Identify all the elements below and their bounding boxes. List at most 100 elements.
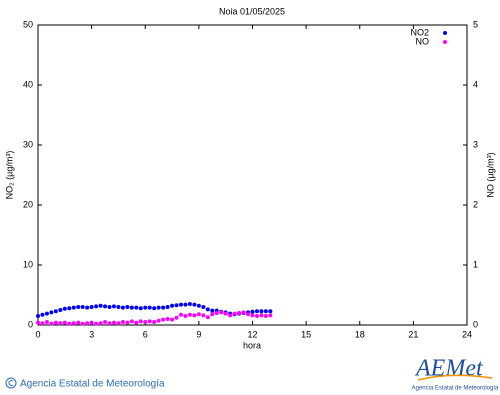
- data-point: [36, 314, 40, 318]
- data-point: [196, 312, 201, 317]
- data-point: [40, 321, 45, 326]
- data-point: [237, 311, 242, 315]
- data-point: [94, 304, 99, 309]
- data-point: [241, 310, 246, 315]
- data-point: [58, 308, 63, 312]
- data-point: [205, 315, 210, 320]
- copyright-icon: [5, 377, 17, 389]
- data-point: [116, 305, 121, 309]
- data-point: [62, 320, 67, 325]
- data-point: [210, 308, 215, 313]
- data-point: [263, 309, 268, 314]
- data-point: [120, 305, 125, 310]
- y2-tick-label: 3: [473, 139, 478, 149]
- legend-marker: [443, 40, 447, 44]
- data-point: [71, 321, 76, 326]
- data-point: [192, 313, 197, 318]
- data-point: [179, 302, 183, 307]
- y-tick-label: 0: [28, 319, 33, 329]
- x-tick-label: 0: [35, 329, 40, 339]
- data-point: [80, 305, 85, 309]
- data-point: [161, 305, 166, 310]
- data-point: [259, 313, 264, 318]
- data-point: [120, 320, 125, 324]
- data-point: [156, 318, 161, 323]
- data-point: [125, 320, 130, 325]
- data-point: [62, 306, 67, 311]
- data-point: [147, 319, 152, 324]
- data-point: [107, 305, 112, 309]
- data-point: [40, 312, 45, 317]
- data-point: [223, 311, 228, 316]
- x-tick-label: 18: [355, 329, 365, 339]
- logo: AEMet: [414, 356, 484, 382]
- data-point: [259, 309, 264, 314]
- data-point: [129, 305, 134, 310]
- footer-text: Agencia Estatal de Meteorología: [20, 379, 165, 390]
- data-point: [187, 312, 192, 317]
- data-point: [161, 317, 166, 322]
- data-point: [147, 305, 152, 310]
- y2-tick-label: 4: [473, 79, 478, 89]
- data-point: [80, 321, 85, 326]
- data-point: [246, 312, 251, 317]
- data-point: [201, 305, 206, 309]
- data-point: [187, 302, 192, 306]
- data-point: [268, 313, 273, 318]
- data-point: [219, 310, 224, 315]
- data-point: [183, 302, 188, 307]
- x-tick-label: 9: [196, 329, 201, 339]
- data-point: [76, 305, 81, 309]
- data-point: [254, 309, 259, 314]
- data-point: [201, 313, 206, 318]
- data-point: [232, 311, 237, 316]
- data-point: [98, 321, 103, 326]
- data-point: [152, 306, 157, 311]
- data-point: [192, 302, 197, 307]
- y-tick-label: 10: [23, 259, 33, 269]
- data-point: [125, 305, 130, 309]
- data-point: [268, 309, 273, 314]
- plot-frame: [37, 24, 468, 326]
- data-point: [76, 320, 81, 325]
- data-point: [98, 303, 103, 308]
- data-point: [89, 305, 94, 309]
- data-point: [116, 321, 121, 326]
- data-point: [174, 303, 179, 308]
- data-point: [53, 320, 58, 325]
- y-tick-label: 40: [23, 79, 33, 89]
- y2-tick-label: 0: [473, 319, 478, 329]
- logo-subtitle: Agencia Estatal de Meteorología: [412, 386, 499, 392]
- legend-label: NO2: [410, 27, 429, 37]
- data-point: [174, 315, 179, 320]
- y-tick-label: 50: [23, 19, 33, 29]
- data-point: [138, 306, 143, 311]
- x-tick-label: 24: [462, 329, 472, 339]
- x-tick-label: 12: [247, 329, 257, 339]
- data-point: [111, 320, 116, 325]
- data-point: [107, 321, 112, 326]
- data-point: [165, 317, 170, 321]
- data-point: [134, 305, 139, 310]
- data-point: [134, 320, 139, 325]
- data-point: [228, 313, 233, 318]
- data-point: [210, 312, 215, 317]
- data-point: [138, 319, 143, 324]
- data-point: [67, 321, 72, 326]
- y2-tick-label: 5: [473, 19, 478, 29]
- data-point: [183, 314, 188, 318]
- data-point: [71, 305, 76, 310]
- data-point: [170, 317, 175, 322]
- x-tick-label: 15: [301, 329, 311, 339]
- legend-label: NO: [416, 36, 430, 46]
- data-point: [36, 320, 40, 325]
- data-point: [205, 307, 210, 312]
- data-point: [103, 320, 108, 324]
- data-point: [58, 321, 63, 326]
- data-point: [214, 311, 219, 315]
- data-point: [263, 314, 268, 318]
- data-point: [67, 306, 72, 311]
- logo-swoosh: [417, 374, 493, 381]
- data-point: [49, 310, 54, 315]
